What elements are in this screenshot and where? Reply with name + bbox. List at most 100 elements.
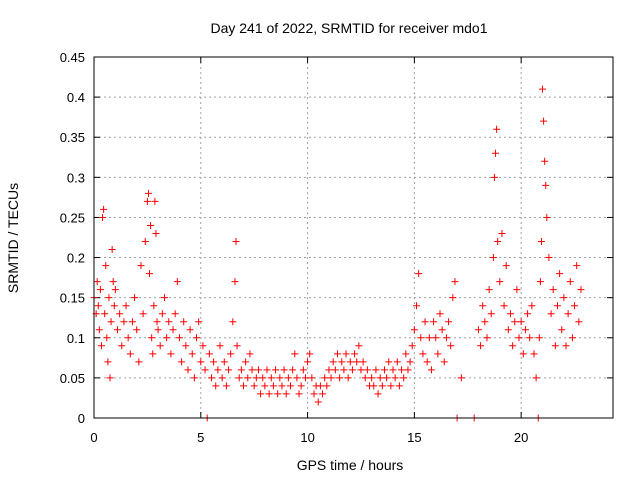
data-point xyxy=(286,382,294,390)
data-point xyxy=(149,350,157,358)
y-tick-label: 0.05 xyxy=(60,371,85,386)
data-point xyxy=(299,366,307,374)
data-point xyxy=(108,246,116,254)
data-point xyxy=(532,374,540,382)
data-point xyxy=(263,366,271,374)
data-point xyxy=(449,294,457,302)
data-point xyxy=(237,366,245,374)
data-point xyxy=(385,358,393,366)
data-point xyxy=(111,286,119,294)
data-point xyxy=(427,366,435,374)
data-point xyxy=(101,310,109,318)
data-point xyxy=(447,342,455,350)
y-tick-label: 0.25 xyxy=(60,210,85,225)
data-point xyxy=(97,342,105,350)
data-point xyxy=(210,358,218,366)
data-point xyxy=(438,326,446,334)
data-point xyxy=(348,366,356,374)
data-point xyxy=(165,318,173,326)
data-point xyxy=(541,157,549,165)
data-point xyxy=(485,286,493,294)
data-point xyxy=(182,342,190,350)
data-point xyxy=(214,366,222,374)
data-point xyxy=(156,342,164,350)
x-tick-label: 15 xyxy=(407,430,421,445)
data-point xyxy=(178,358,186,366)
data-point xyxy=(496,278,504,286)
data-point xyxy=(143,197,151,205)
data-point xyxy=(359,358,367,366)
data-point xyxy=(342,350,350,358)
data-point xyxy=(368,374,376,382)
data-point xyxy=(118,342,126,350)
data-point xyxy=(293,374,301,382)
data-point xyxy=(107,318,115,326)
data-point xyxy=(103,334,111,342)
data-point xyxy=(169,326,177,334)
data-point xyxy=(436,310,444,318)
data-point xyxy=(163,334,171,342)
data-point xyxy=(333,350,341,358)
data-point xyxy=(282,390,290,398)
data-point xyxy=(102,262,110,270)
data-point xyxy=(99,213,107,221)
data-point xyxy=(402,350,410,358)
data-point xyxy=(378,382,386,390)
data-point xyxy=(419,350,427,358)
data-point xyxy=(408,342,416,350)
data-point xyxy=(556,270,564,278)
data-point xyxy=(539,85,547,93)
x-tick-label: 20 xyxy=(514,430,528,445)
data-point xyxy=(167,350,175,358)
data-points xyxy=(90,85,585,422)
data-point xyxy=(498,229,506,237)
data-point xyxy=(225,366,233,374)
data-point xyxy=(128,318,136,326)
data-point xyxy=(94,302,102,310)
data-point xyxy=(173,278,181,286)
data-point xyxy=(410,326,418,334)
data-point xyxy=(415,270,423,278)
data-point xyxy=(110,302,118,310)
data-point xyxy=(425,334,433,342)
data-point xyxy=(451,278,459,286)
data-point xyxy=(267,374,275,382)
data-point xyxy=(566,278,574,286)
data-point xyxy=(248,366,256,374)
data-point xyxy=(489,254,497,262)
data-point xyxy=(272,366,280,374)
data-point xyxy=(280,366,288,374)
data-point xyxy=(144,189,152,197)
data-point xyxy=(126,350,134,358)
data-point xyxy=(186,326,194,334)
data-point xyxy=(171,310,179,318)
data-point xyxy=(421,318,429,326)
data-point xyxy=(423,358,431,366)
data-point xyxy=(398,366,406,374)
data-point xyxy=(571,302,579,310)
data-point xyxy=(474,326,482,334)
tick-labels: 0 5 10 15 20 0 0.05 0.1 0.15 0.2 0.25 0.3 0.35 0.4 0.4… xyxy=(60,50,529,445)
data-point xyxy=(276,374,284,382)
grid-lines xyxy=(94,57,613,418)
x-tick-label: 10 xyxy=(300,430,314,445)
data-point xyxy=(254,366,262,374)
data-point xyxy=(212,382,220,390)
y-tick-label: 0.35 xyxy=(60,130,85,145)
data-point xyxy=(380,366,388,374)
data-point xyxy=(218,374,226,382)
data-point xyxy=(445,318,453,326)
data-point xyxy=(504,326,512,334)
data-point xyxy=(306,350,314,358)
data-point xyxy=(511,318,519,326)
data-point xyxy=(521,326,529,334)
data-point xyxy=(150,302,158,310)
data-point xyxy=(120,318,128,326)
data-point xyxy=(560,294,568,302)
data-point xyxy=(477,342,485,350)
data-point xyxy=(327,374,335,382)
data-point xyxy=(479,302,487,310)
data-point xyxy=(323,382,331,390)
data-point xyxy=(340,366,348,374)
